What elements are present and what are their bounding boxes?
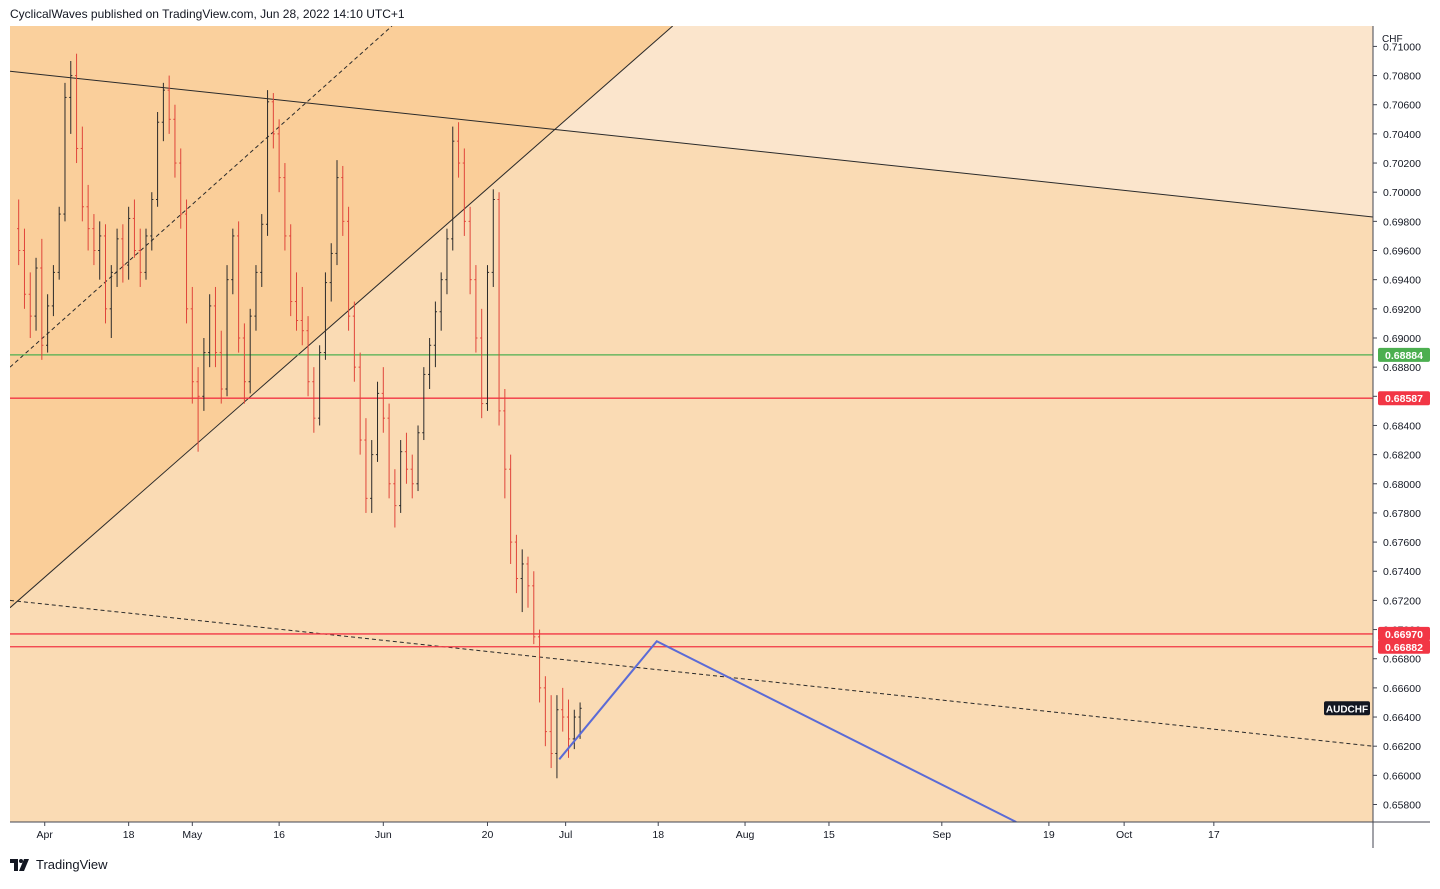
y-tick-label-1: 0.70800 bbox=[1383, 71, 1421, 83]
y-tick-label-11: 0.68800 bbox=[1383, 362, 1421, 374]
y-tick-label-19: 0.67200 bbox=[1383, 595, 1421, 607]
x-tick-label-8: Aug bbox=[736, 829, 755, 841]
x-tick-label-6: Jul bbox=[559, 829, 572, 841]
x-tick-label-9: 15 bbox=[823, 829, 835, 841]
y-tick-label-5: 0.70000 bbox=[1383, 187, 1421, 199]
x-tick-label-11: 19 bbox=[1043, 829, 1055, 841]
price-badge-label-3: 0.66882 bbox=[1385, 642, 1423, 654]
trendlines bbox=[10, 26, 1373, 747]
tradingview-logo-icon[interactable] bbox=[10, 858, 32, 872]
trendline-0 bbox=[10, 70, 1373, 218]
y-tick-label-25: 0.66000 bbox=[1383, 770, 1421, 782]
trendline-3 bbox=[10, 599, 1373, 747]
price-badge-label-0: 0.68884 bbox=[1385, 350, 1423, 362]
trendline-2 bbox=[10, 26, 393, 368]
y-tick-label-0: 0.71000 bbox=[1383, 41, 1421, 53]
price-badge-label-2: 0.66970 bbox=[1385, 629, 1423, 641]
y-tick-label-15: 0.68000 bbox=[1383, 479, 1421, 491]
price-badge-0 bbox=[1378, 347, 1430, 362]
y-tick-label-26: 0.65800 bbox=[1383, 800, 1421, 812]
y-tick-label-21: 0.66800 bbox=[1383, 654, 1421, 666]
x-tick-label-13: 17 bbox=[1208, 829, 1220, 841]
x-tick-label-12: Oct bbox=[1116, 829, 1132, 841]
y-tick-label-2: 0.70600 bbox=[1383, 100, 1421, 112]
y-tick-label-9: 0.69200 bbox=[1383, 304, 1421, 316]
symbol-badge bbox=[1324, 701, 1370, 716]
y-tick-label-14: 0.68200 bbox=[1383, 450, 1421, 462]
candles bbox=[17, 53, 582, 779]
price-levels bbox=[10, 354, 1373, 648]
y-tick-label-23: 0.66400 bbox=[1383, 712, 1421, 724]
footer: TradingView bbox=[10, 857, 108, 872]
price-badge-label-1: 0.68587 bbox=[1385, 393, 1423, 405]
price-badge-1 bbox=[1378, 391, 1430, 406]
x-tick-label-4: Jun bbox=[375, 829, 392, 841]
x-tick-label-0: Apr bbox=[37, 829, 54, 841]
symbol-label: AUDCHF bbox=[1326, 704, 1368, 715]
y-tick-label-7: 0.69600 bbox=[1383, 246, 1421, 258]
y-tick-label-10: 0.69000 bbox=[1383, 333, 1421, 345]
y-tick-label-24: 0.66200 bbox=[1383, 741, 1421, 753]
price-badge-3 bbox=[1378, 639, 1430, 654]
y-tick-label-4: 0.70200 bbox=[1383, 158, 1421, 170]
trendline-1 bbox=[10, 26, 674, 609]
y-tick-label-22: 0.66600 bbox=[1383, 683, 1421, 695]
y-tick-label-6: 0.69800 bbox=[1383, 216, 1421, 228]
currency-label: CHF bbox=[1382, 34, 1403, 45]
x-tick-label-5: 20 bbox=[482, 829, 494, 841]
y-tick-label-18: 0.67400 bbox=[1383, 566, 1421, 578]
x-tick-label-1: 18 bbox=[123, 829, 135, 841]
tradingview-brand-text[interactable]: TradingView bbox=[36, 857, 108, 872]
y-tick-label-8: 0.69400 bbox=[1383, 275, 1421, 287]
chart-background bbox=[10, 26, 1373, 822]
price-badge-2 bbox=[1378, 626, 1430, 641]
y-tick-label-16: 0.67800 bbox=[1383, 508, 1421, 520]
y-tick-label-3: 0.70400 bbox=[1383, 129, 1421, 141]
y-tick-label-13: 0.68400 bbox=[1383, 420, 1421, 432]
publisher-caption: CyclicalWaves published on TradingView.c… bbox=[10, 7, 405, 21]
x-tick-label-3: 16 bbox=[273, 829, 285, 841]
projection-path-line bbox=[558, 639, 1017, 822]
projection-path bbox=[558, 639, 1017, 822]
x-tick-label-2: May bbox=[182, 829, 203, 841]
y-tick-label-17: 0.67600 bbox=[1383, 537, 1421, 549]
x-tick-label-7: 18 bbox=[652, 829, 664, 841]
x-tick-label-10: Sep bbox=[932, 829, 951, 841]
